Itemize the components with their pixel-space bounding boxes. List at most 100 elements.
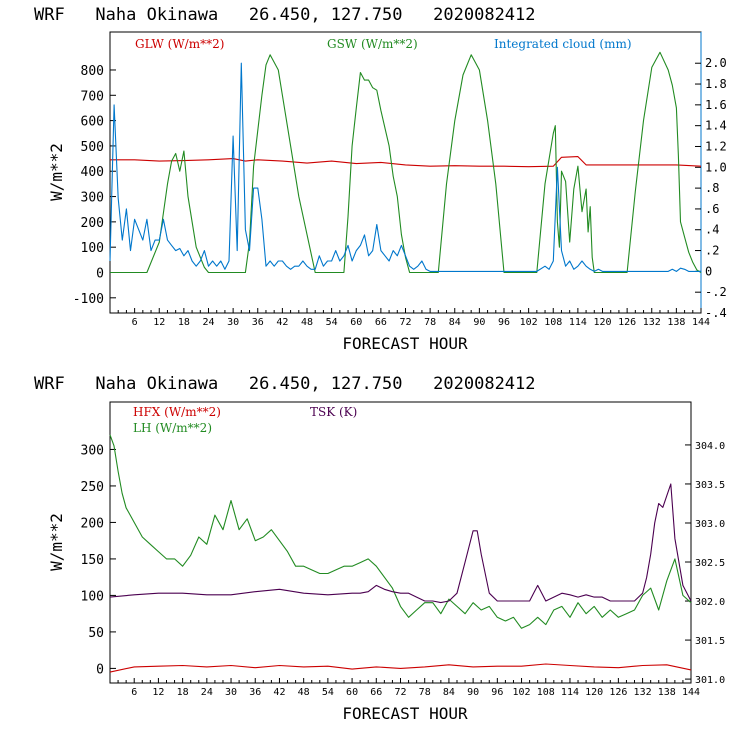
x-tick-label: 84 [449, 317, 461, 328]
x-tick-label: 78 [424, 317, 436, 328]
legend-hfx: HFX (W/m**2) [133, 405, 221, 419]
x-tick-label: 132 [643, 317, 661, 328]
legend-lh: LH (W/m**2) [133, 421, 212, 435]
top-series-lines [109, 51, 702, 274]
y2-tick-label: 302.5 [695, 558, 725, 569]
x-tick-label: 54 [322, 687, 334, 698]
x-tick-label: 138 [658, 687, 676, 698]
series-line-2 [109, 62, 701, 272]
x-tick-label: 18 [177, 687, 189, 698]
x-tick-label: 6 [131, 687, 137, 698]
x-tick-label: 90 [467, 687, 479, 698]
y2-tick-label: .2 [705, 244, 719, 258]
bottom-y2-ticks: 301.0 301.5 302.0 302.5 303.0 303.5 304.0 [685, 441, 725, 686]
x-tick-label: 114 [569, 317, 587, 328]
x-tick-label: 126 [609, 687, 627, 698]
y2-tick-label: 0 [705, 264, 712, 278]
y2-tick-label: 1.2 [705, 139, 727, 153]
y-tick-label: 200 [81, 216, 104, 231]
x-tick-label: 30 [227, 317, 239, 328]
x-tick-label: 72 [399, 317, 411, 328]
x-tick-label: 12 [153, 317, 165, 328]
bottom-y-axis-label: W/m**2 [47, 513, 66, 571]
x-tick-label: 72 [394, 687, 406, 698]
x-tick-label: 108 [537, 687, 555, 698]
x-tick-label: 120 [593, 317, 611, 328]
y2-tick-label: 303.5 [695, 480, 725, 491]
y-tick-label: 50 [88, 626, 104, 641]
y2-tick-label: 304.0 [695, 441, 725, 452]
y2-tick-label: -.2 [705, 285, 727, 299]
x-tick-label: 48 [301, 317, 313, 328]
y-tick-label: 300 [81, 191, 104, 206]
x-tick-label: 6 [132, 317, 138, 328]
y-tick-label: 500 [81, 140, 104, 155]
y-tick-label: 250 [81, 480, 104, 495]
y2-tick-label: 1.6 [705, 98, 727, 112]
x-tick-label: 36 [252, 317, 264, 328]
y2-tick-label: -.4 [705, 306, 727, 320]
x-tick-label: 102 [513, 687, 531, 698]
x-tick-label: 78 [419, 687, 431, 698]
x-tick-label: 36 [249, 687, 261, 698]
top-y2-ticks: -.4 -.2 0 .2 .4 .6 .8 1.0 1.2 1.4 1.6 1.8 2.0 [695, 56, 727, 320]
series-line-0 [109, 663, 692, 673]
y-tick-label: 400 [81, 165, 104, 180]
x-tick-label: 24 [201, 687, 213, 698]
y-tick-label: -100 [73, 292, 104, 307]
series-line-1 [109, 434, 692, 629]
bottom-legend: HFX (W/m**2) LH (W/m**2) TSK (K) [133, 405, 357, 435]
y2-tick-label: 301.0 [695, 675, 725, 686]
x-tick-label: 102 [520, 317, 538, 328]
y-tick-label: 100 [81, 241, 104, 256]
x-tick-label: 48 [298, 687, 310, 698]
series-line-0 [110, 156, 702, 168]
x-tick-label: 30 [225, 687, 237, 698]
top-y-axis-label: W/m**2 [47, 143, 66, 201]
x-tick-label: 66 [375, 317, 387, 328]
bottom-plot-frame [109, 401, 692, 684]
y-tick-label: 300 [81, 443, 104, 458]
x-tick-label: 108 [544, 317, 562, 328]
bottom-y-ticks: 0 50 100 150 200 250 300 [81, 443, 116, 677]
y2-tick-label: 303.0 [695, 519, 725, 530]
x-tick-label: 66 [370, 687, 382, 698]
x-tick-label: 120 [585, 687, 603, 698]
x-tick-label: 144 [692, 317, 710, 328]
x-tick-label: 42 [273, 687, 285, 698]
bottom-x-axis-label: FORECAST HOUR [342, 704, 468, 723]
x-tick-label: 54 [326, 317, 338, 328]
y2-tick-label: .8 [705, 181, 719, 195]
y-tick-label: 0 [96, 266, 104, 281]
x-tick-label: 114 [561, 687, 579, 698]
x-tick-label: 96 [491, 687, 503, 698]
legend-tsk: TSK (K) [310, 405, 357, 419]
bottom-chart: WRF Naha Okinawa 26.450, 127.750 2020082… [34, 374, 725, 723]
y2-tick-label: 301.5 [695, 636, 725, 647]
x-tick-label: 132 [634, 687, 652, 698]
y2-tick-label: 302.0 [695, 597, 725, 608]
top-x-axis-label: FORECAST HOUR [342, 334, 468, 353]
y2-tick-label: 2.0 [705, 56, 727, 70]
y2-tick-label: 1.8 [705, 77, 727, 91]
bottom-x-ticks: 6 12 18 24 30 36 42 48 54 60 66 72 78 84 90 96 102 108 114… [117, 678, 700, 698]
x-tick-label: 24 [202, 317, 214, 328]
x-tick-label: 96 [498, 317, 510, 328]
y-tick-label: 700 [81, 89, 104, 104]
series-line-1 [110, 51, 702, 274]
x-tick-label: 12 [152, 687, 164, 698]
y-tick-label: 200 [81, 516, 104, 531]
y-tick-label: 150 [81, 553, 104, 568]
y2-tick-label: .4 [705, 223, 719, 237]
bottom-chart-title: WRF Naha Okinawa 26.450, 127.750 2020082… [34, 374, 536, 394]
y2-tick-label: .6 [705, 202, 719, 216]
x-tick-label: 60 [350, 317, 362, 328]
x-tick-label: 138 [667, 317, 685, 328]
x-tick-label: 84 [443, 687, 455, 698]
x-tick-label: 90 [473, 317, 485, 328]
top-y-ticks: -100 0 100 200 300 400 500 600 700 800 [73, 64, 116, 307]
top-x-ticks: 6 12 18 24 30 36 42 48 54 60 66 72 78 84 90 96 102 108 114… [117, 308, 710, 328]
x-tick-label: 126 [618, 317, 636, 328]
x-tick-label: 144 [682, 687, 700, 698]
